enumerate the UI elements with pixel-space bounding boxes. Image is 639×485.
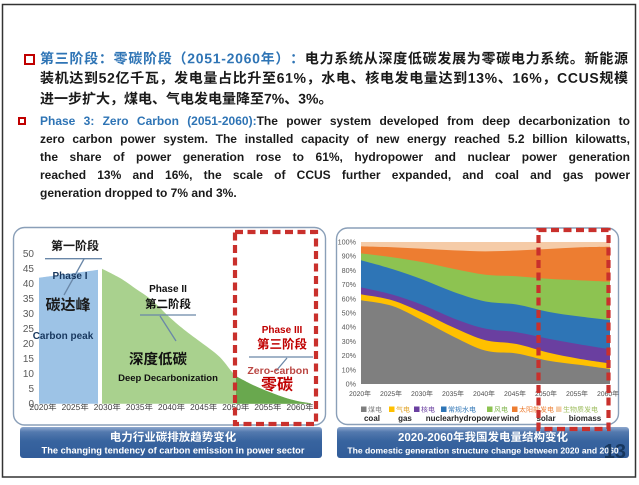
svg-text:80%: 80% — [342, 266, 357, 275]
svg-text:25: 25 — [23, 324, 35, 335]
svg-text:60%: 60% — [342, 294, 357, 303]
svg-text:70%: 70% — [342, 280, 357, 289]
svg-text:hydropower: hydropower — [454, 414, 500, 423]
svg-text:Zero-carbon: Zero-carbon — [247, 365, 308, 377]
svg-text:30: 30 — [23, 309, 35, 320]
svg-text:50%: 50% — [342, 309, 357, 318]
svg-text:20: 20 — [23, 339, 35, 350]
svg-text:Phase II: Phase II — [149, 284, 187, 295]
svg-text:30%: 30% — [342, 337, 357, 346]
svg-text:35: 35 — [23, 294, 35, 305]
svg-text:15: 15 — [23, 354, 35, 365]
svg-text:50: 50 — [23, 249, 35, 260]
svg-text:40: 40 — [23, 279, 35, 290]
svg-text:Deep Decarbonization: Deep Decarbonization — [118, 373, 218, 384]
svg-text:The domestic generation struct: The domestic generation structure change… — [347, 446, 618, 456]
svg-text:biomass: biomass — [569, 414, 602, 423]
svg-text:wind: wind — [500, 414, 519, 423]
svg-text:coal: coal — [364, 414, 380, 423]
svg-text:nuclear: nuclear — [426, 414, 454, 423]
svg-text:gas: gas — [398, 414, 412, 423]
svg-text:5: 5 — [28, 384, 34, 395]
svg-text:90%: 90% — [342, 252, 357, 261]
svg-text:45: 45 — [23, 264, 35, 275]
svg-text:20%: 20% — [342, 351, 357, 360]
svg-text:100%: 100% — [338, 238, 357, 247]
svg-text:solar: solar — [536, 414, 555, 423]
svg-text:0%: 0% — [346, 380, 357, 389]
svg-text:40%: 40% — [342, 323, 357, 332]
svg-text:The changing tendency of carbo: The changing tendency of carbon emission… — [42, 446, 305, 456]
svg-text:13: 13 — [604, 441, 626, 463]
svg-text:10: 10 — [23, 369, 35, 380]
svg-text:Phase I: Phase I — [52, 271, 87, 282]
svg-text:Phase III: Phase III — [262, 325, 303, 336]
svg-text:10%: 10% — [342, 365, 357, 374]
svg-text:Carbon peak: Carbon peak — [33, 331, 94, 342]
